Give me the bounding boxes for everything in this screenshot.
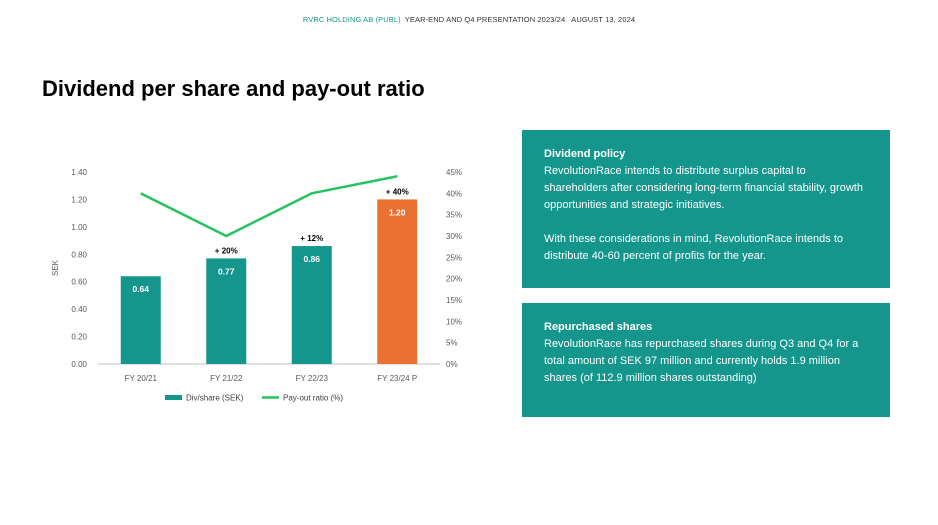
dividend-policy-text-1: RevolutionRace intends to distribute sur… <box>544 165 863 211</box>
legend-bar-label: Div/share (SEK) <box>186 394 244 403</box>
y2-tick-label: 40% <box>446 189 462 198</box>
growth-labels: + 20% + 12% + 40% <box>215 187 409 255</box>
page-header: RVRC HOLDING AB (PUBL) YEAR-END AND Q4 PR… <box>0 15 938 24</box>
bar-series <box>120 199 418 364</box>
right-axis-ticks: 0% 5% 10% 15% 20% 25% 30% 35% 40% 45% <box>446 168 462 369</box>
growth-label: + 40% <box>386 187 409 196</box>
y2-tick-label: 25% <box>446 253 462 262</box>
y2-tick-label: 45% <box>446 168 462 177</box>
y-tick-label: 0.40 <box>71 305 87 314</box>
growth-label: + 12% <box>300 234 323 243</box>
repurchased-shares-panel: Repurchased shares RevolutionRace has re… <box>522 303 890 417</box>
y2-tick-label: 5% <box>446 339 458 348</box>
y2-tick-label: 0% <box>446 360 458 369</box>
x-tick-label: FY 23/24 P <box>377 374 417 383</box>
y-tick-label: 0.80 <box>71 250 87 259</box>
y-tick-label: 1.00 <box>71 223 87 232</box>
y-axis-label: SEK <box>51 259 60 276</box>
page-title: Dividend per share and pay-out ratio <box>42 76 425 101</box>
y-tick-label: 1.20 <box>71 195 87 204</box>
legend-bar-swatch <box>165 395 182 400</box>
y-tick-label: 1.40 <box>71 168 87 177</box>
y-tick-label: 0.00 <box>71 360 87 369</box>
header-company: RVRC HOLDING AB (PUBL) <box>302 15 401 24</box>
legend-line-label: Pay-out ratio (%) <box>283 394 343 403</box>
y-tick-label: 0.60 <box>71 278 87 287</box>
bar <box>120 276 161 364</box>
repurchased-shares-title: Repurchased shares <box>544 321 653 333</box>
legend: Div/share (SEK) Pay-out ratio (%) <box>165 394 343 403</box>
y2-tick-label: 20% <box>446 275 462 284</box>
y2-tick-label: 35% <box>446 211 462 220</box>
growth-label: + 20% <box>215 246 238 255</box>
dividend-policy-panel: Dividend policy RevolutionRace intends t… <box>522 130 890 288</box>
bar-value-label: 0.64 <box>132 284 149 294</box>
y-tick-label: 0.20 <box>71 333 87 342</box>
y2-tick-label: 15% <box>446 296 462 305</box>
bar <box>291 246 332 364</box>
category-labels: FY 20/21 FY 21/22 FY 22/23 FY 23/24 P <box>125 374 418 383</box>
header-date: AUGUST 13, 2024 <box>571 15 636 24</box>
x-tick-label: FY 22/23 <box>296 374 329 383</box>
repurchased-shares-text: RevolutionRace has repurchased shares du… <box>544 338 859 384</box>
x-tick-label: FY 21/22 <box>210 374 243 383</box>
header-presentation: YEAR-END AND Q4 PRESENTATION 2023/24 <box>404 15 566 24</box>
y2-tick-label: 30% <box>446 232 462 241</box>
dividend-policy-text-2: With these considerations in mind, Revol… <box>544 233 843 262</box>
left-axis-ticks: 0.00 0.20 0.40 0.60 0.80 1.00 1.20 1.40 <box>71 168 87 369</box>
bar-data-labels: 0.64 0.77 0.86 1.20 <box>132 207 405 294</box>
bar-value-label: 1.20 <box>389 207 406 217</box>
dividend-policy-title: Dividend policy <box>544 148 626 160</box>
bar <box>377 199 418 364</box>
bar-value-label: 0.86 <box>303 254 320 264</box>
payout-ratio-line <box>140 175 398 238</box>
x-tick-label: FY 20/21 <box>125 374 158 383</box>
bar <box>206 258 247 364</box>
y2-tick-label: 10% <box>446 317 462 326</box>
bar-value-label: 0.77 <box>218 266 235 276</box>
